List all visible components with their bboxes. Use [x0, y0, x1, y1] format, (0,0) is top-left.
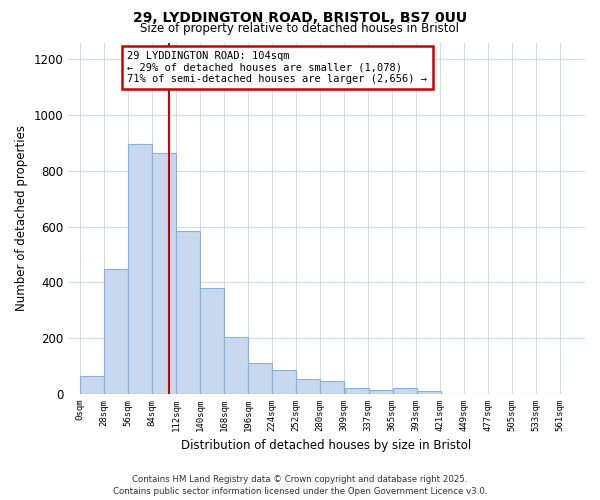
- Bar: [320, 381, 344, 394]
- Text: 29, LYDDINGTON ROAD, BRISTOL, BS7 0UU: 29, LYDDINGTON ROAD, BRISTOL, BS7 0UU: [133, 11, 467, 25]
- Bar: [345, 388, 369, 394]
- Bar: [224, 337, 248, 394]
- Bar: [152, 152, 176, 394]
- Bar: [128, 144, 152, 394]
- X-axis label: Distribution of detached houses by size in Bristol: Distribution of detached houses by size …: [181, 440, 472, 452]
- Text: Size of property relative to detached houses in Bristol: Size of property relative to detached ho…: [140, 22, 460, 35]
- Y-axis label: Number of detached properties: Number of detached properties: [15, 126, 28, 312]
- Bar: [272, 370, 296, 394]
- Bar: [248, 363, 272, 394]
- Bar: [369, 390, 393, 394]
- Bar: [393, 388, 417, 394]
- Bar: [80, 376, 104, 394]
- Bar: [104, 268, 128, 394]
- Bar: [417, 390, 441, 394]
- Bar: [200, 288, 224, 394]
- Bar: [296, 380, 320, 394]
- Text: 29 LYDDINGTON ROAD: 104sqm
← 29% of detached houses are smaller (1,078)
71% of s: 29 LYDDINGTON ROAD: 104sqm ← 29% of deta…: [127, 51, 427, 84]
- Bar: [176, 231, 200, 394]
- Text: Contains HM Land Registry data © Crown copyright and database right 2025.
Contai: Contains HM Land Registry data © Crown c…: [113, 474, 487, 496]
